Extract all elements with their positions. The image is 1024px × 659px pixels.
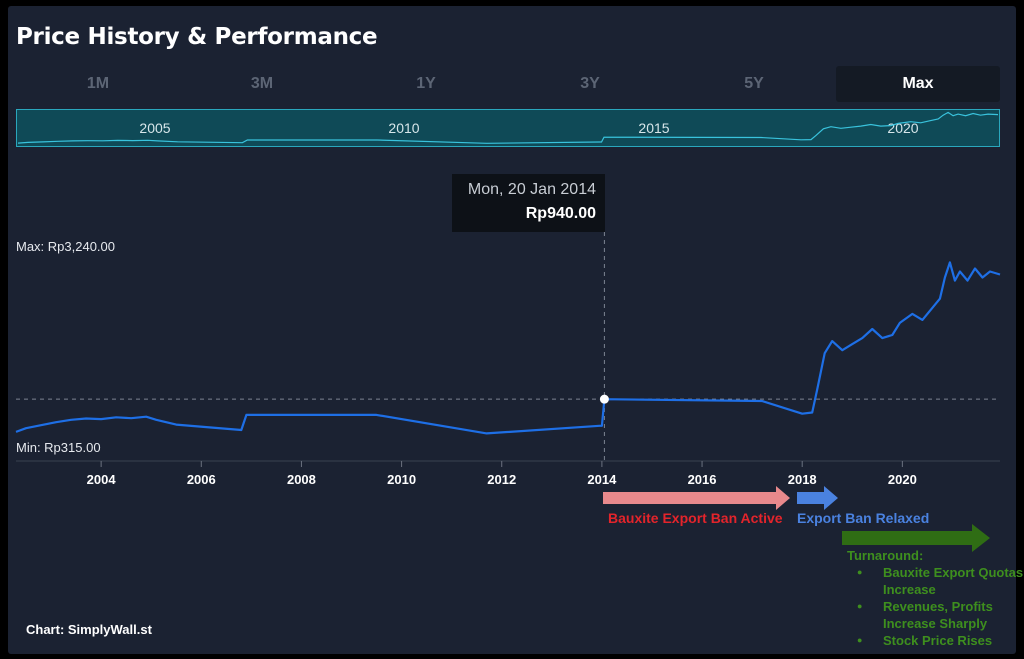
turnaround-item: Stock Price Rises xyxy=(847,632,1024,649)
tab-5y[interactable]: 5Y xyxy=(744,75,764,92)
tab-3m[interactable]: 3M xyxy=(250,75,274,92)
navigator-year-2005: 2005 xyxy=(139,120,171,136)
turnaround-item: Bauxite Export Quotas Increase xyxy=(847,564,1024,598)
range-tabs: 1M 3M 1Y 3Y 5Y Max xyxy=(16,66,1000,102)
x-tick-label: 2008 xyxy=(287,472,316,487)
x-tick-label: 2006 xyxy=(187,472,216,487)
max-price-label: Max: Rp3,240.00 xyxy=(16,239,116,254)
page-title: Price History & Performance xyxy=(16,24,378,50)
x-tick-label: 2020 xyxy=(888,472,917,487)
x-tick-label: 2014 xyxy=(587,472,617,487)
x-tick-label: 2016 xyxy=(688,472,717,487)
tooltip-date: Mon, 20 Jan 2014 xyxy=(467,181,596,198)
turnaround-note: Turnaround: Bauxite Export Quotas Increa… xyxy=(847,547,1024,649)
turnaround-title: Turnaround: xyxy=(847,548,924,563)
navigator-year-2015: 2015 xyxy=(638,120,670,136)
price-series-line xyxy=(15,261,1001,435)
x-tick-label: 2004 xyxy=(87,472,117,487)
navigator-line xyxy=(17,111,999,144)
price-tooltip: Mon, 20 Jan 2014 Rp940.00 xyxy=(452,174,605,232)
turnaround-item: Revenues, Profits Increase Sharply xyxy=(847,598,1024,632)
chart-credit: Chart: SimplyWall.st xyxy=(26,622,152,637)
hover-point xyxy=(599,394,609,404)
x-tick-label: 2012 xyxy=(487,472,516,487)
x-tick-label: 2010 xyxy=(387,472,416,487)
ban-relaxed-label: Export Ban Relaxed xyxy=(797,510,930,526)
tab-1y[interactable]: 1Y xyxy=(416,75,436,92)
min-price-label: Min: Rp315.00 xyxy=(16,440,101,455)
tab-3y[interactable]: 3Y xyxy=(580,75,600,92)
x-tick-label: 2018 xyxy=(788,472,817,487)
navigator-year-2010: 2010 xyxy=(388,120,420,136)
ban-relaxed-arrow xyxy=(797,486,838,510)
tab-1m[interactable]: 1M xyxy=(86,75,110,92)
ban-active-label: Bauxite Export Ban Active xyxy=(608,510,783,526)
tab-max[interactable]: Max xyxy=(836,66,1000,102)
ban-active-arrow xyxy=(603,486,790,510)
tooltip-price: Rp940.00 xyxy=(525,205,596,222)
turnaround-arrow xyxy=(842,524,990,552)
